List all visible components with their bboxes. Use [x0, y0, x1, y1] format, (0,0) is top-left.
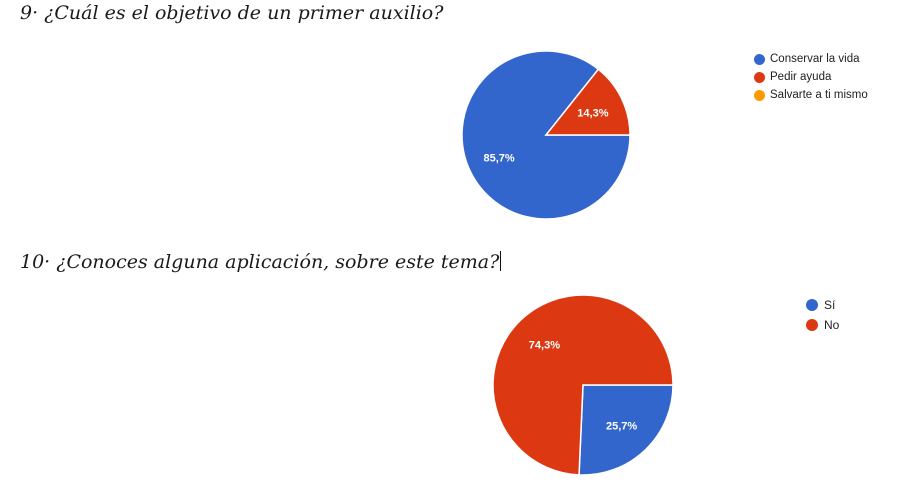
legend-question-10: Sí No	[806, 295, 839, 335]
pie-slice	[578, 384, 674, 476]
pie-slice	[544, 68, 631, 136]
legend-question-9: Conservar la vida Pedir ayuda Salvarte a…	[754, 50, 868, 104]
pie-data-label: 14,3%	[577, 107, 608, 119]
legend-swatch-icon	[754, 89, 765, 101]
pie-data-label: 25,7%	[606, 420, 637, 432]
question-9-text: 9· ¿Cuál es el objetivo de un primer aux…	[20, 2, 444, 24]
pie-data-label: 74,3%	[529, 340, 560, 352]
legend-swatch-icon	[806, 319, 818, 331]
legend-label: No	[824, 318, 840, 332]
pie-slice	[492, 294, 674, 476]
legend-item: No	[806, 315, 839, 335]
pie-data-label: 85,7%	[483, 153, 514, 165]
legend-label: Sí	[824, 298, 836, 312]
legend-swatch-icon	[754, 53, 765, 65]
text-cursor	[500, 251, 502, 271]
question-10-text: 10· ¿Conoces alguna aplicación, sobre es…	[20, 251, 500, 273]
legend-label: Conservar la vida	[770, 53, 860, 65]
question-10-title: 10· ¿Conoces alguna aplicación, sobre es…	[20, 251, 502, 273]
legend-item: Conservar la vida	[754, 50, 868, 68]
question-9-title: 9· ¿Cuál es el objetivo de un primer aux…	[20, 2, 443, 24]
legend-item: Pedir ayuda	[754, 68, 868, 86]
legend-item: Sí	[806, 295, 839, 315]
legend-swatch-icon	[754, 71, 765, 83]
legend-label: Salvarte a ti mismo	[770, 89, 868, 101]
legend-item: Salvarte a ti mismo	[754, 86, 868, 104]
legend-label: Pedir ayuda	[770, 71, 832, 83]
legend-swatch-icon	[806, 299, 818, 311]
